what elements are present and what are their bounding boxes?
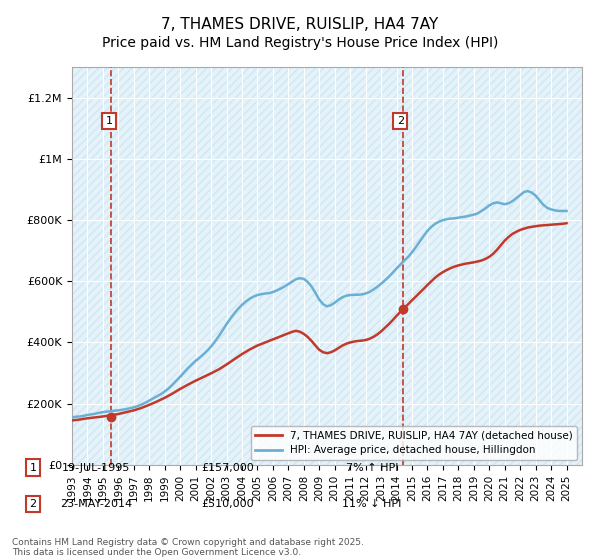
7, THAMES DRIVE, RUISLIP, HA4 7AY (detached house) bbox=[355, 338, 362, 344]
Legend: 7, THAMES DRIVE, RUISLIP, HA4 7AY (detached house), HPI: Average price, detached: 7, THAMES DRIVE, RUISLIP, HA4 7AY (detac… bbox=[251, 426, 577, 460]
7, THAMES DRIVE, RUISLIP, HA4 7AY (detached house) bbox=[262, 339, 269, 346]
HPI: Average price, detached house, Hillingdon: (1.99e+03, 1.55e+05): Average price, detached house, Hillingdo… bbox=[68, 414, 76, 421]
Text: £510,000: £510,000 bbox=[202, 499, 254, 509]
Text: £157,000: £157,000 bbox=[202, 463, 254, 473]
HPI: Average price, detached house, Hillingdon: (2.01e+03, 5.22e+05): Average price, detached house, Hillingdo… bbox=[327, 302, 334, 309]
Text: 2: 2 bbox=[29, 499, 37, 509]
7, THAMES DRIVE, RUISLIP, HA4 7AY (detached house) bbox=[563, 220, 570, 227]
Line: HPI: Average price, detached house, Hillingdon: HPI: Average price, detached house, Hill… bbox=[72, 191, 566, 417]
Text: 7% ↑ HPI: 7% ↑ HPI bbox=[346, 463, 398, 473]
HPI: Average price, detached house, Hillingdon: (2e+03, 3.73e+05): Average price, detached house, Hillingdo… bbox=[203, 347, 211, 354]
HPI: Average price, detached house, Hillingdon: (1.99e+03, 1.67e+05): Average price, detached house, Hillingdo… bbox=[92, 410, 99, 417]
HPI: Average price, detached house, Hillingdon: (2.02e+03, 8.95e+05): Average price, detached house, Hillingdo… bbox=[524, 188, 532, 194]
Text: 23-MAY-2014: 23-MAY-2014 bbox=[60, 499, 132, 509]
Text: 7, THAMES DRIVE, RUISLIP, HA4 7AY: 7, THAMES DRIVE, RUISLIP, HA4 7AY bbox=[161, 17, 439, 32]
Text: Contains HM Land Registry data © Crown copyright and database right 2025.
This d: Contains HM Land Registry data © Crown c… bbox=[12, 538, 364, 557]
Text: 11% ↓ HPI: 11% ↓ HPI bbox=[343, 499, 401, 509]
HPI: Average price, detached house, Hillingdon: (2.02e+03, 8.1e+05): Average price, detached house, Hillingdo… bbox=[458, 214, 466, 221]
7, THAMES DRIVE, RUISLIP, HA4 7AY (detached house) bbox=[68, 417, 76, 424]
Text: Price paid vs. HM Land Registry's House Price Index (HPI): Price paid vs. HM Land Registry's House … bbox=[102, 36, 498, 50]
7, THAMES DRIVE, RUISLIP, HA4 7AY (detached house) bbox=[466, 260, 473, 267]
HPI: Average price, detached house, Hillingdon: (2.02e+03, 8.3e+05): Average price, detached house, Hillingdo… bbox=[563, 208, 570, 214]
Text: 2: 2 bbox=[397, 116, 404, 126]
7, THAMES DRIVE, RUISLIP, HA4 7AY (detached house) bbox=[122, 409, 130, 416]
7, THAMES DRIVE, RUISLIP, HA4 7AY (detached house) bbox=[447, 265, 454, 272]
Line: 7, THAMES DRIVE, RUISLIP, HA4 7AY (detached house): 7, THAMES DRIVE, RUISLIP, HA4 7AY (detac… bbox=[72, 223, 566, 421]
Text: 19-JUL-1995: 19-JUL-1995 bbox=[62, 463, 130, 473]
7, THAMES DRIVE, RUISLIP, HA4 7AY (detached house) bbox=[409, 297, 416, 304]
HPI: Average price, detached house, Hillingdon: (2.02e+03, 8.52e+05): Average price, detached house, Hillingdo… bbox=[501, 201, 508, 208]
Text: 1: 1 bbox=[29, 463, 37, 473]
Text: 1: 1 bbox=[106, 116, 112, 126]
HPI: Average price, detached house, Hillingdon: (2.01e+03, 5.6e+05): Average price, detached house, Hillingdo… bbox=[362, 290, 369, 297]
